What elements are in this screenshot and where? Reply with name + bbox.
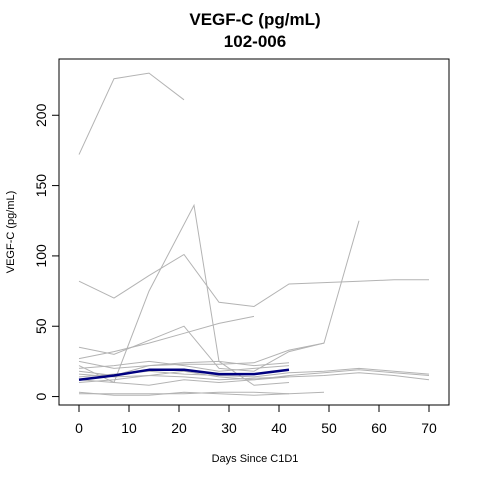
y-axis-label: VEGF-C (pg/mL) — [5, 191, 17, 274]
x-tick-label: 0 — [75, 420, 83, 436]
y-tick-label: 150 — [33, 174, 49, 198]
series-line-10 — [78, 372, 430, 386]
series-line-7 — [78, 360, 290, 372]
x-tick-label: 20 — [171, 420, 187, 436]
y-tick-label: 100 — [33, 244, 49, 268]
series-line-3 — [78, 220, 360, 372]
chart-title: VEGF-C (pg/mL) — [189, 10, 320, 29]
series-line-6 — [78, 342, 325, 369]
x-tick-label: 70 — [421, 420, 437, 436]
x-tick-label: 60 — [371, 420, 387, 436]
y-tick-label: 200 — [33, 103, 49, 127]
x-tick-label: 50 — [321, 420, 337, 436]
x-axis-label: Days Since C1D1 — [212, 453, 299, 465]
chart-subtitle: 102-006 — [224, 32, 286, 51]
series-line-14 — [78, 373, 290, 381]
x-tick-label: 40 — [271, 420, 287, 436]
highlight-series-group — [78, 368, 290, 381]
series-line-2 — [78, 253, 429, 308]
y-axis: 0 50 100 150 200 — [33, 103, 60, 400]
y-tick-label: 50 — [33, 318, 49, 334]
other-series-group — [78, 72, 430, 396]
series-line-13 — [78, 391, 290, 396]
y-tick-label: 0 — [33, 392, 49, 400]
series-line-4 — [78, 203, 290, 386]
highlight-series-line — [78, 368, 290, 381]
series-line-5 — [78, 315, 255, 360]
x-axis: 0 10 20 30 40 50 60 70 — [75, 404, 437, 436]
series-line-1 — [78, 72, 185, 155]
x-tick-label: 30 — [221, 420, 237, 436]
x-tick-label: 10 — [121, 420, 137, 436]
